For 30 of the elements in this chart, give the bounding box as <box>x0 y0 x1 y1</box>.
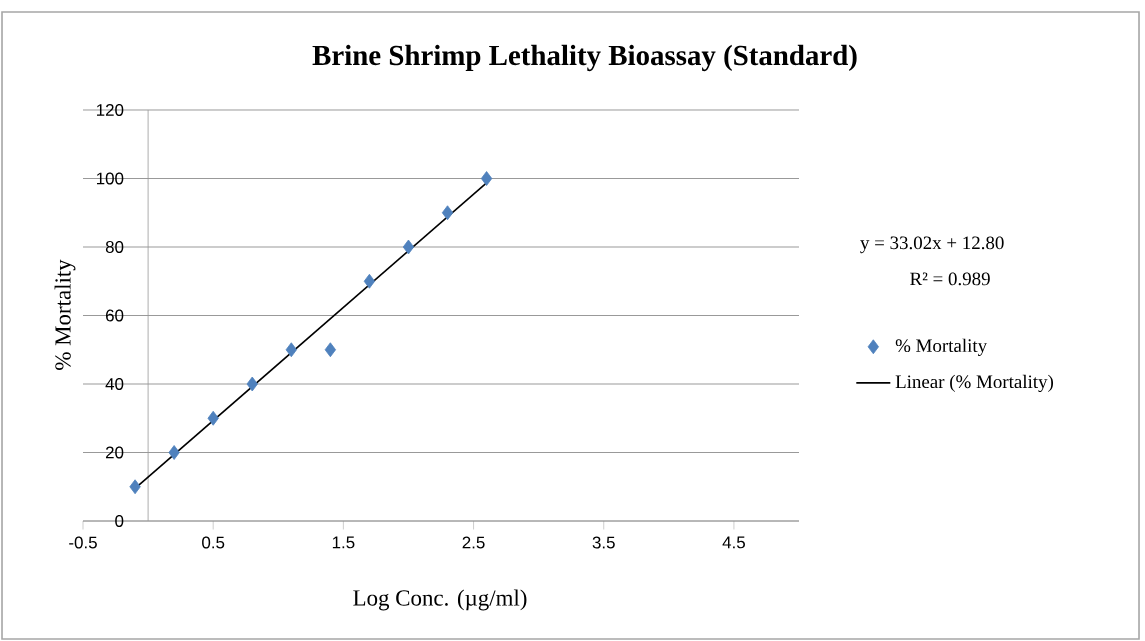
point <box>207 410 219 426</box>
point <box>441 205 454 221</box>
x-tick-label: 0.5 <box>202 536 225 549</box>
y-tick-label: 40 <box>105 378 124 390</box>
point <box>363 273 376 289</box>
point <box>402 239 415 255</box>
x-tick-label: -0.5 <box>69 536 97 549</box>
point <box>168 445 180 460</box>
point <box>129 479 141 495</box>
x-axis-title: Log Conc. (µg/ml) <box>353 589 527 611</box>
point <box>324 342 336 358</box>
legend-label: % Mortality <box>895 338 988 356</box>
point <box>246 376 258 392</box>
point <box>480 171 493 186</box>
point <box>285 342 297 358</box>
x-tick-label: 4.5 <box>722 536 745 549</box>
x-tick-label: 2.5 <box>462 536 485 549</box>
x-tick-label: 3.5 <box>592 536 615 549</box>
y-tick-label: 20 <box>105 446 124 459</box>
y-axis-title: % Mortality <box>54 259 76 370</box>
y-tick-label: 60 <box>106 309 124 322</box>
y-tick-label: 80 <box>105 241 124 253</box>
x-tick-label: 1.5 <box>332 536 355 549</box>
text: R² = 0.989 <box>910 272 990 286</box>
y-tick-label: 0 <box>115 515 124 527</box>
chart-title: Brine Shrimp Lethality Bioassay (Standard) <box>312 44 857 72</box>
y-tick-label: 100 <box>97 172 124 185</box>
legend-label: Linear (% Mortality) <box>895 374 1054 393</box>
text: y = 33.02x + 12.80 <box>860 236 1004 254</box>
y-tick-label: 120 <box>97 104 124 116</box>
